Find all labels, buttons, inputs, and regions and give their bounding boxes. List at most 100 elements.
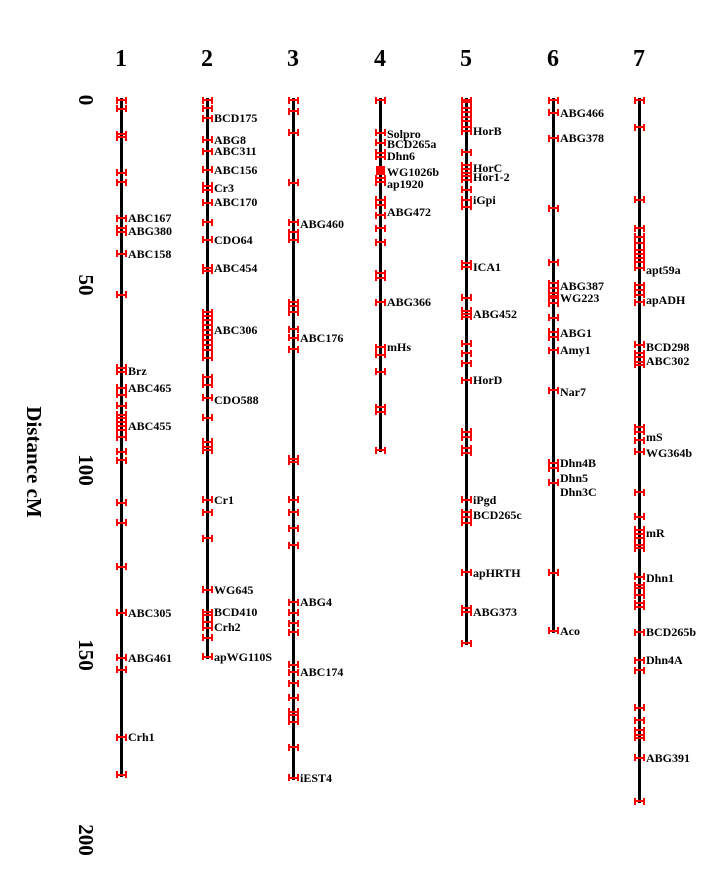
marker-label: ICA1 bbox=[473, 259, 502, 274]
marker-tick bbox=[374, 174, 386, 182]
marker-tick bbox=[374, 351, 386, 359]
marker-label: apHRTH bbox=[473, 565, 521, 580]
marker-tick bbox=[633, 726, 645, 734]
marker-tick bbox=[633, 239, 645, 247]
marker-tick bbox=[201, 373, 213, 381]
marker-tick bbox=[287, 107, 299, 115]
chromosome-number: 5 bbox=[460, 46, 472, 72]
marker-tick bbox=[115, 402, 127, 410]
marker-tick bbox=[287, 524, 299, 532]
axis-tick-label: 0 bbox=[74, 94, 98, 106]
marker-tick bbox=[201, 267, 213, 275]
marker-tick bbox=[201, 341, 213, 349]
marker-label: ABG466 bbox=[560, 105, 605, 120]
marker-label: Dhn6 bbox=[387, 148, 416, 163]
marker-tick bbox=[374, 96, 386, 104]
marker-square bbox=[375, 165, 385, 175]
marker-tick bbox=[374, 343, 386, 351]
marker-tick bbox=[547, 459, 559, 467]
marker-tick bbox=[201, 316, 213, 324]
marker-label: Solpro bbox=[387, 127, 421, 142]
marker-tick bbox=[115, 456, 127, 464]
marker-label: ABC156 bbox=[214, 162, 258, 177]
marker-label: WG223 bbox=[560, 290, 600, 305]
marker-tick bbox=[201, 438, 213, 446]
marker-label: BCD265a bbox=[387, 137, 437, 152]
marker-label: ABC454 bbox=[214, 260, 258, 275]
marker-tick bbox=[115, 391, 127, 399]
marker-tick bbox=[201, 166, 213, 174]
marker-tick bbox=[287, 496, 299, 504]
marker-tick bbox=[374, 149, 386, 157]
marker-tick bbox=[633, 291, 645, 299]
marker-tick bbox=[201, 236, 213, 244]
marker-tick bbox=[287, 129, 299, 137]
marker-tick bbox=[633, 534, 645, 542]
marker-label: Dhn4A bbox=[646, 653, 683, 668]
marker-tick bbox=[633, 704, 645, 712]
marker-tick bbox=[201, 446, 213, 454]
marker-label: mHs bbox=[387, 340, 411, 355]
marker-tick bbox=[115, 105, 127, 113]
marker-tick bbox=[201, 394, 213, 402]
marker-tick bbox=[460, 108, 472, 116]
marker-tick bbox=[374, 201, 386, 209]
marker-tick bbox=[287, 236, 299, 244]
marker-tick bbox=[201, 114, 213, 122]
marker-tick bbox=[460, 98, 472, 106]
marker-label: ABG391 bbox=[646, 750, 691, 765]
marker-tick bbox=[201, 336, 213, 344]
marker-tick bbox=[115, 291, 127, 299]
marker-label: apWG110S bbox=[214, 649, 273, 664]
axis-tick-label: 50 bbox=[74, 274, 98, 296]
marker-tick bbox=[633, 436, 645, 444]
marker-tick bbox=[201, 508, 213, 516]
marker-tick bbox=[115, 214, 127, 222]
marker-tick bbox=[547, 204, 559, 212]
marker-tick bbox=[374, 298, 386, 306]
marker-tick bbox=[115, 771, 127, 779]
marker-tick bbox=[287, 743, 299, 751]
marker-tick bbox=[460, 294, 472, 302]
marker-tick bbox=[287, 228, 299, 236]
marker-tick bbox=[287, 541, 299, 549]
marker-tick bbox=[115, 666, 127, 674]
marker-tick bbox=[460, 148, 472, 156]
marker-tick bbox=[633, 526, 645, 534]
marker-tick bbox=[460, 172, 472, 180]
marker-tick bbox=[460, 604, 472, 612]
chromosome-line bbox=[464, 98, 468, 646]
marker-tick bbox=[201, 182, 213, 190]
marker-tick bbox=[460, 263, 472, 271]
marker-tick bbox=[201, 653, 213, 661]
marker-tick bbox=[633, 349, 645, 357]
marker-label: BCD175 bbox=[214, 111, 258, 126]
marker-label: ABG4 bbox=[300, 595, 333, 610]
marker-label: BCD265c bbox=[473, 508, 522, 523]
marker-tick bbox=[633, 341, 645, 349]
marker-tick bbox=[287, 302, 299, 310]
marker-tick bbox=[633, 246, 645, 254]
marker-tick bbox=[115, 224, 127, 232]
marker-tick bbox=[633, 734, 645, 742]
marker-label: ABC176 bbox=[300, 330, 344, 345]
marker-label: ABC465 bbox=[128, 380, 172, 395]
marker-tick bbox=[460, 123, 472, 131]
marker-tick bbox=[547, 627, 559, 635]
marker-tick bbox=[633, 591, 645, 599]
marker-tick bbox=[201, 199, 213, 207]
marker-tick bbox=[633, 544, 645, 552]
marker-tick bbox=[201, 96, 213, 104]
marker-tick bbox=[633, 448, 645, 456]
marker-tick bbox=[374, 446, 386, 454]
marker-tick bbox=[201, 186, 213, 194]
marker-tick bbox=[201, 326, 213, 334]
marker-tick bbox=[633, 488, 645, 496]
chromosome-number: 6 bbox=[547, 46, 559, 72]
marker-tick bbox=[115, 228, 127, 236]
marker-tick bbox=[547, 569, 559, 577]
marker-label: mR bbox=[646, 525, 665, 540]
marker-label: iPgd bbox=[473, 492, 497, 507]
marker-tick bbox=[374, 274, 386, 282]
marker-tick bbox=[374, 153, 386, 161]
